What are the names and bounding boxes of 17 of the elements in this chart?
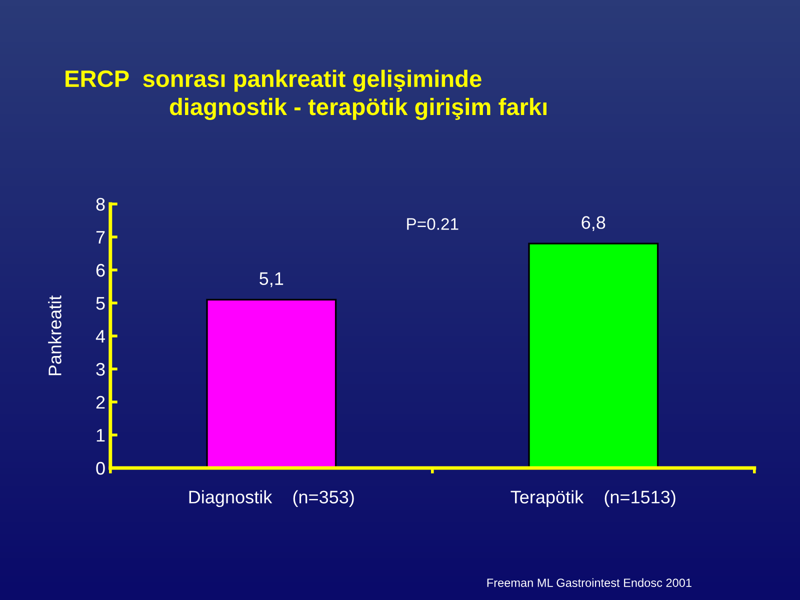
y-tick-label: 0 [96, 462, 105, 475]
y-tick-label: 3 [96, 362, 105, 376]
x-tick-label: Terapötik (n=1513) [510, 490, 676, 508]
y-tick-label: 7 [96, 231, 105, 244]
text: Freeman ML Gastrointest Endosc 2001 [487, 578, 692, 587]
y-tick-label: 4 [96, 330, 106, 343]
y-axis-title: Pankreatit [48, 295, 62, 376]
chart-title: ERCP sonrası pankreatit gelişiminde diagnostik - terapötik girişim farkı [66, 70, 546, 120]
data-label: 5,1 [260, 272, 284, 288]
x-tick-label: Diagnostik (n=353) [189, 490, 354, 508]
y-tick-label: 1 [96, 429, 105, 442]
annotation: P=0.21 [407, 218, 458, 230]
y-tick-label: 8 [96, 198, 105, 211]
y-tick-label: 5 [96, 297, 105, 310]
y-tick-label: 2 [96, 396, 105, 409]
y-tick-label: 6 [96, 264, 105, 277]
data-label: 6,8 [582, 216, 606, 232]
